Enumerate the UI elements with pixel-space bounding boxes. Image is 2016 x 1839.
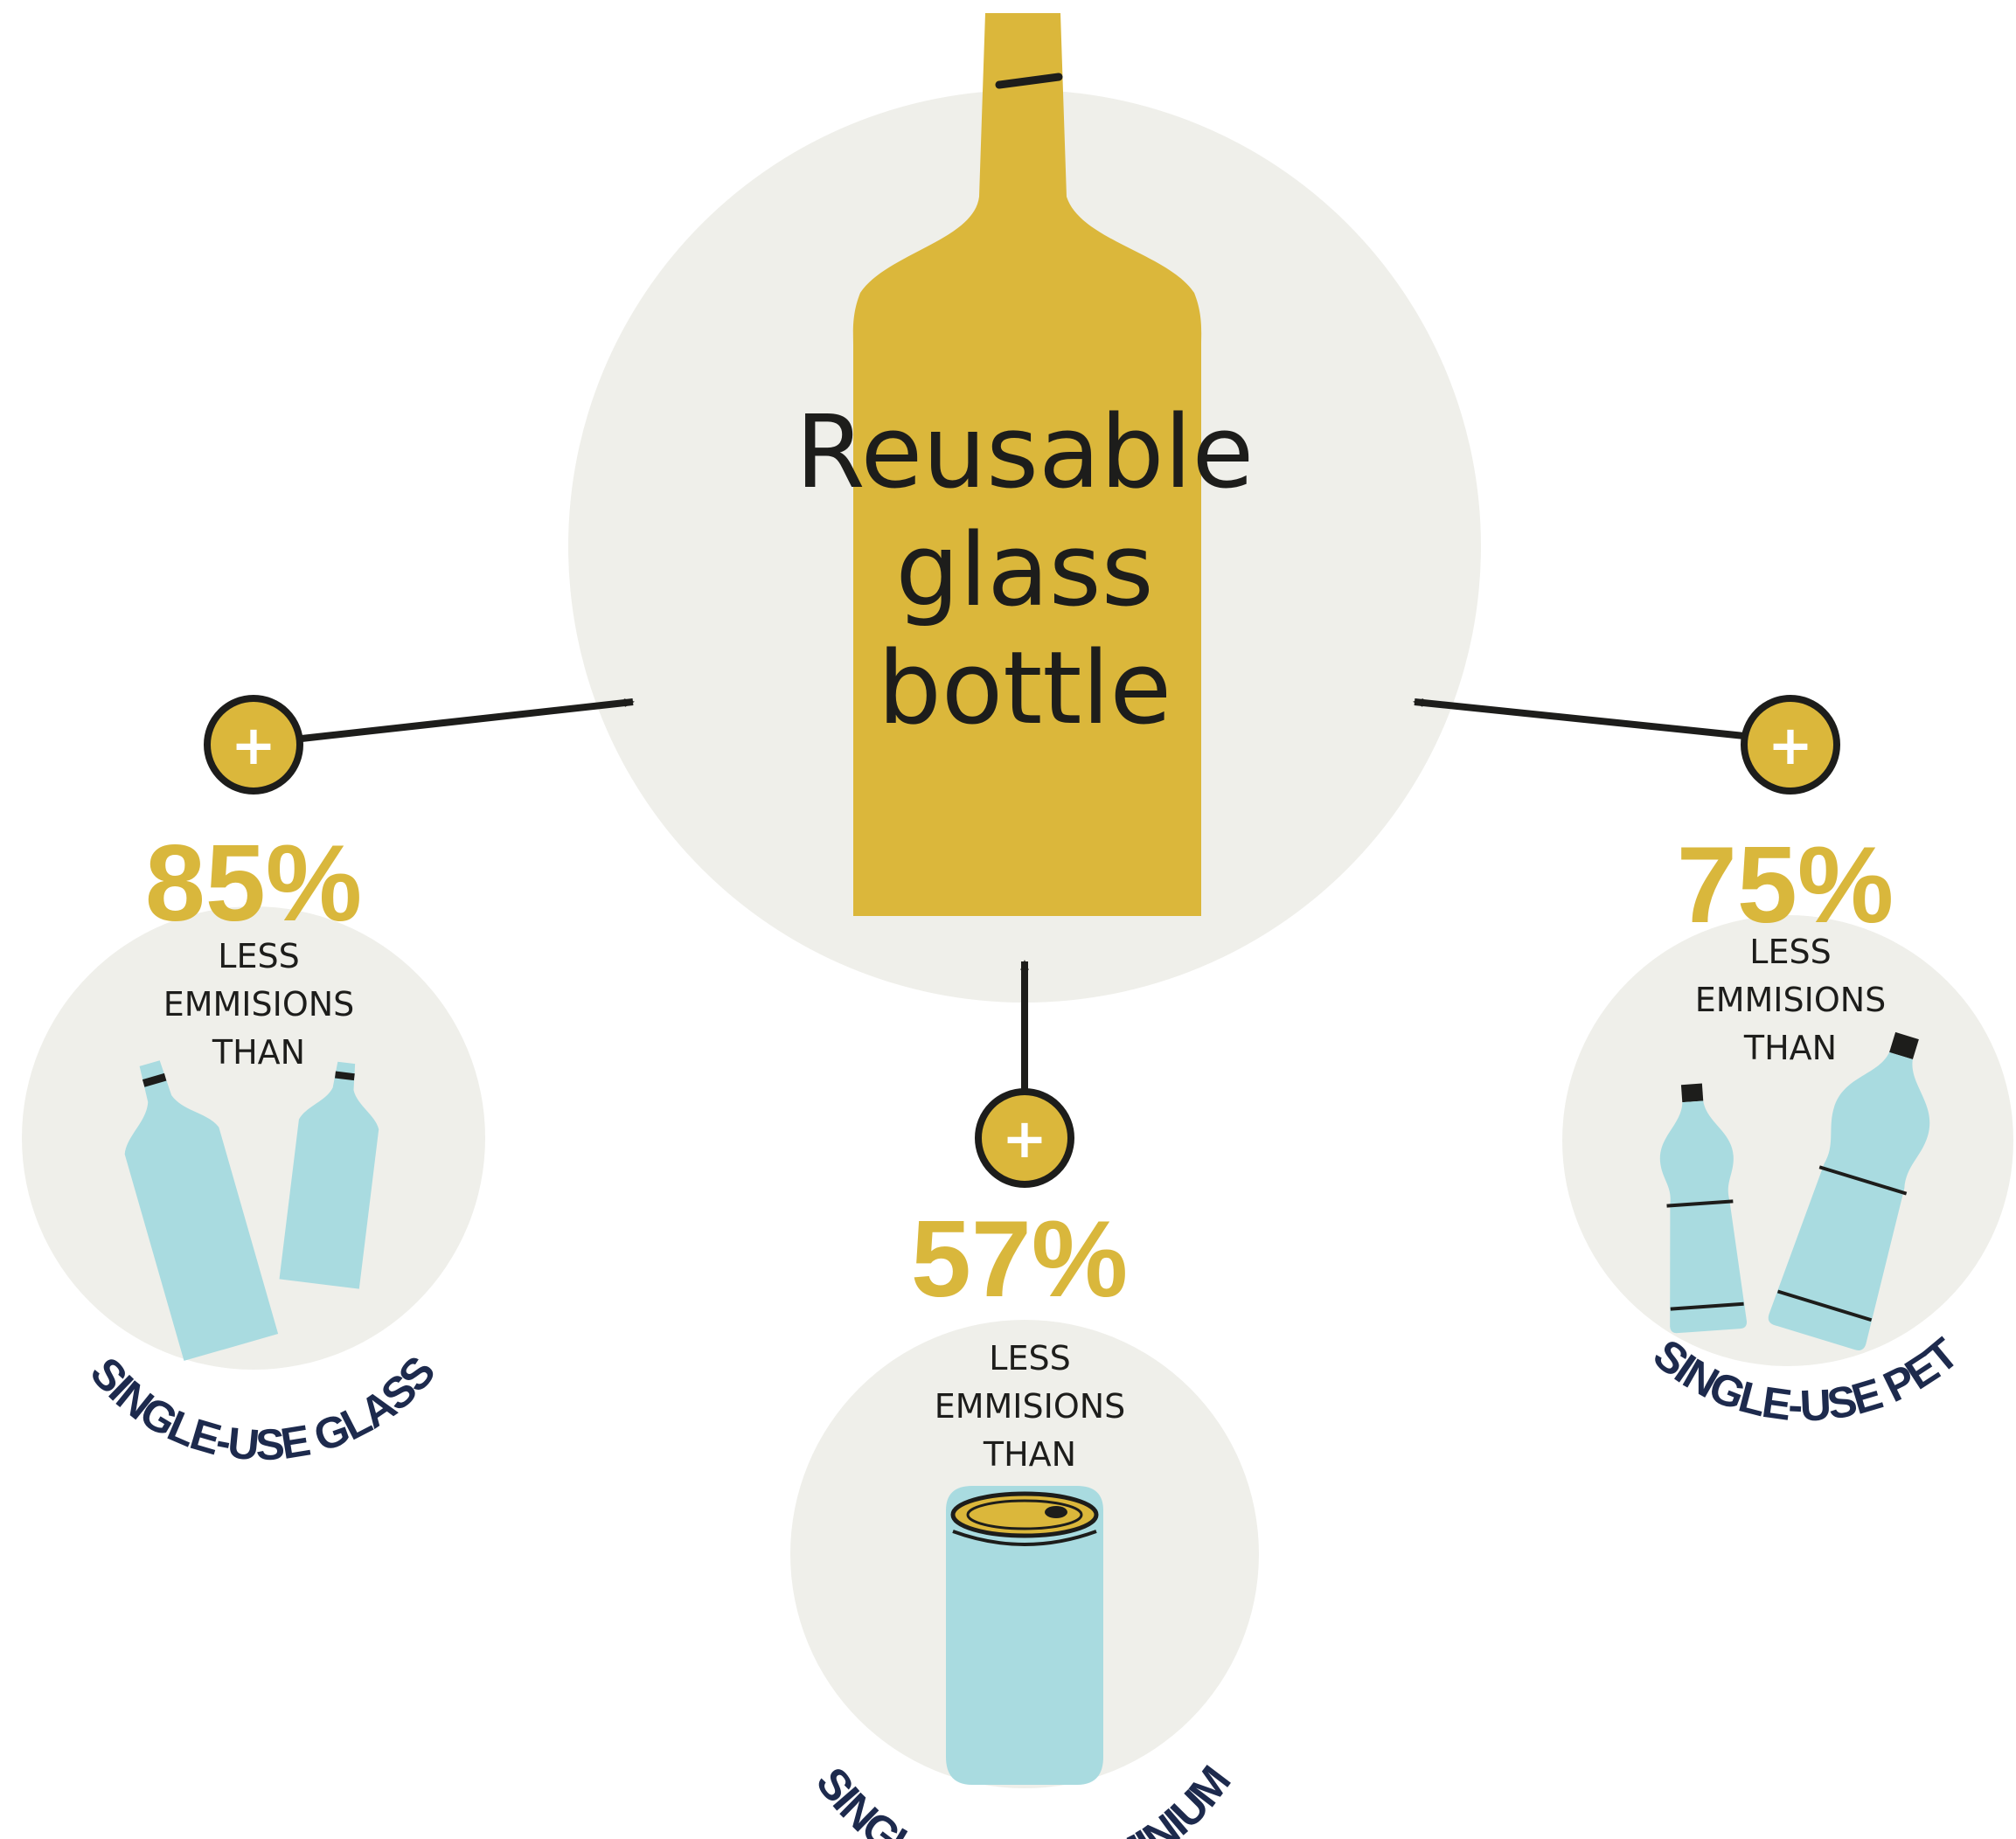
pet-caption-line-2: EMMISIONS (1695, 981, 1887, 1019)
aluminium-caption-line-3: THAN (983, 1435, 1076, 1474)
glass-caption-line-1: LESS (218, 937, 299, 975)
plus-sign: + (231, 713, 276, 777)
aluminium-percent: 57% (911, 1199, 1128, 1320)
aluminium-caption-line-2: EMMISIONS (935, 1387, 1126, 1426)
plus-badge-icon (1741, 695, 1840, 795)
center-label: Reusable glass bottle (796, 394, 1254, 747)
arrow-glass (301, 698, 635, 742)
plus-badge-icon (204, 695, 303, 795)
plus-badge-pet: + (1741, 695, 1840, 795)
plus-sign: + (1768, 713, 1813, 777)
center-label-line-1: Reusable (796, 394, 1254, 511)
glass-caption-line-3: THAN (212, 1033, 305, 1072)
glass-bottles-icon (124, 1060, 379, 1361)
plus-badge-glass: + (204, 695, 303, 795)
glass-percent: 85% (145, 823, 362, 944)
pet-caption-line-1: LESS (1749, 933, 1831, 971)
center-label-line-2: glass (895, 512, 1153, 629)
glass-caption-line-2: EMMISIONS (163, 985, 355, 1024)
pet-caption-line-3: THAN (1743, 1029, 1837, 1067)
plus-badge-icon (975, 1088, 1074, 1188)
plus-badge-aluminium: + (975, 1088, 1074, 1188)
pet-percent: 75% (1677, 825, 1894, 946)
arrow-pet (1413, 698, 1754, 740)
glass-bottle-icon (852, 13, 1202, 916)
aluminium-caption-line-1: LESS (989, 1339, 1070, 1378)
glass-circle (22, 906, 485, 1370)
plus-sign: + (1002, 1107, 1047, 1170)
pet-bottles-icon (1659, 1031, 1930, 1350)
center-label-line-3: bottle (878, 630, 1171, 747)
aluminium-can-icon (946, 1486, 1103, 1785)
